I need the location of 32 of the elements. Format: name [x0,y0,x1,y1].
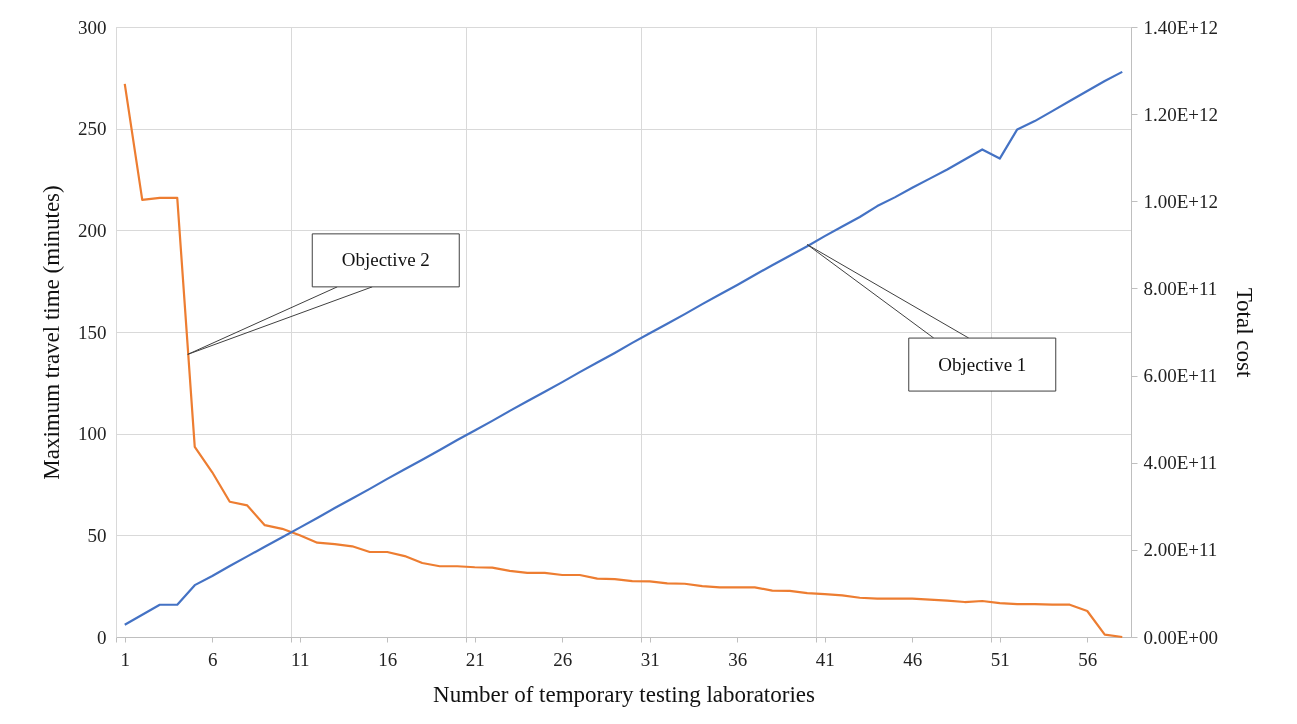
y2-tick-label: 1.20E+12 [1143,103,1219,125]
y-tick-label: 0 [97,626,107,648]
x-tick-label: 16 [378,648,398,670]
y2-tick-label: 1.00E+12 [1143,190,1219,212]
y-axis-title: Maximum travel time (minutes) [39,185,64,480]
y-tick-label: 250 [78,118,107,140]
y-tick-label: 200 [78,219,107,241]
x-tick-label: 31 [640,648,660,670]
y-tick-label: 100 [78,423,107,445]
y-tick-label: 50 [87,524,107,546]
y2-tick-label: 2.00E+11 [1143,539,1218,561]
y2-tick-label: 6.00E+11 [1143,365,1218,387]
x-tick-label: 6 [208,648,218,670]
y2-tick-label: 4.00E+11 [1143,452,1218,474]
x-tick-label: 56 [1078,648,1098,670]
x-tick-label: 11 [291,648,310,670]
y-tick-label: 300 [78,16,107,38]
x-tick-label: 46 [903,648,923,670]
y2-axis-title: Total cost [1232,287,1258,378]
y2-tick-label: 8.00E+11 [1143,277,1218,299]
x-axis-title: Number of temporary testing laboratories [433,681,816,707]
annotation: Objective 2 [341,249,430,271]
x-tick-label: 36 [728,648,748,670]
x-tick-label: 51 [990,648,1010,670]
x-tick-label: 21 [465,648,485,670]
x-tick-label: 26 [553,648,573,670]
x-tick-label: 1 [120,648,130,670]
y2-tick-label: 1.40E+12 [1143,16,1219,38]
annotation: Objective 1 [938,353,1027,375]
y2-tick-label: 0.00E+00 [1143,626,1219,648]
x-tick-label: 41 [815,648,835,670]
y-tick-label: 150 [78,321,107,343]
